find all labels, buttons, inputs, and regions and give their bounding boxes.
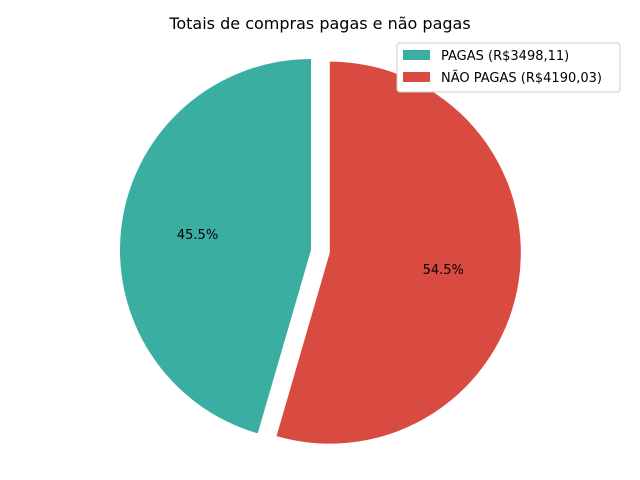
- legend-label-pagas: PAGAS (R$3498,11): [441, 49, 569, 64]
- pie-slices: [119, 59, 521, 444]
- legend-box: [396, 42, 621, 93]
- pie-percent-label-1: 54.5%: [423, 263, 464, 278]
- legend: PAGAS (R$3498,11) NÃO PAGAS (R$4190,03): [396, 42, 621, 93]
- pie-slice-1: [276, 61, 521, 444]
- pie-slice-0: [119, 59, 311, 434]
- pie-percent-labels: 45.5% 54.5%: [177, 228, 464, 278]
- legend-swatch-pagas: [403, 50, 430, 60]
- legend-swatch-nao-pagas: [403, 72, 430, 82]
- legend-label-nao-pagas: NÃO PAGAS (R$4190,03): [441, 70, 602, 86]
- chart-title: Totais de compras pagas e não pagas: [168, 14, 470, 33]
- pie-percent-label-0: 45.5%: [177, 228, 218, 243]
